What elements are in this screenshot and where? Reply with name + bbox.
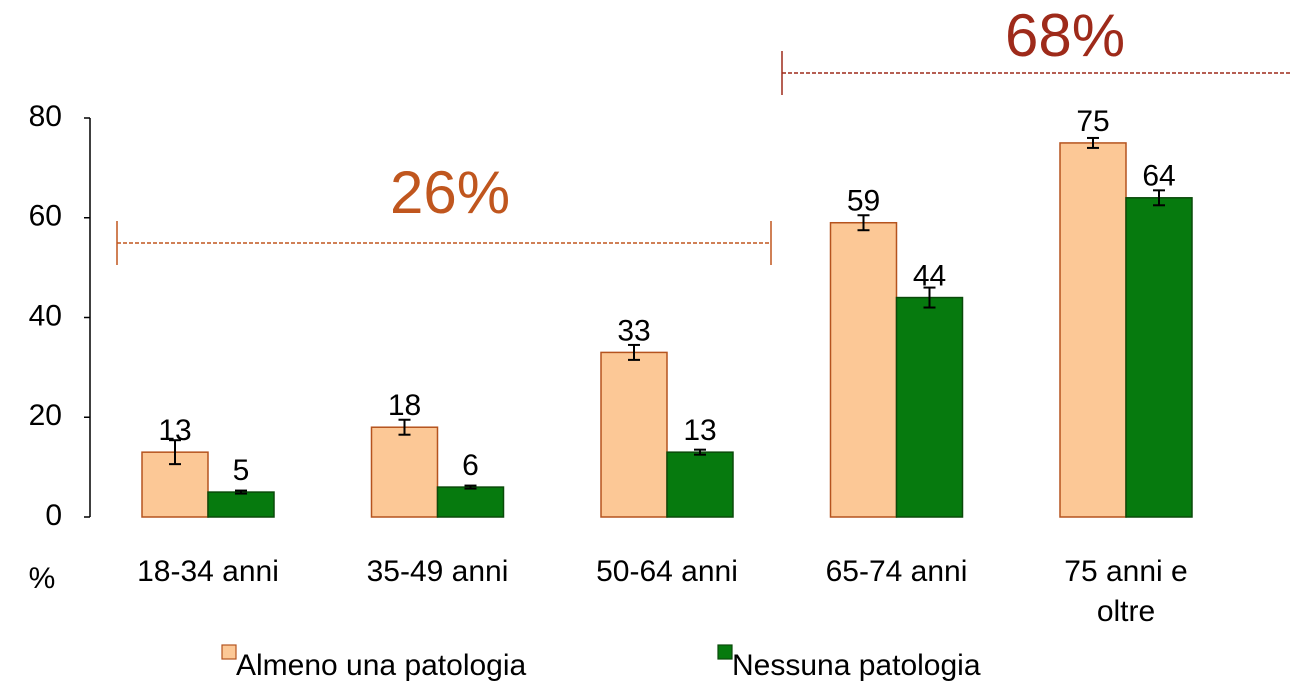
y-tick-label: 0 bbox=[45, 499, 62, 532]
error-bar bbox=[235, 489, 247, 495]
legend-swatch bbox=[717, 644, 733, 660]
data-label: 64 bbox=[1142, 160, 1175, 193]
y-tick-label: 60 bbox=[29, 200, 62, 233]
data-label: 5 bbox=[233, 454, 250, 487]
data-label: 18 bbox=[388, 389, 421, 422]
annotation: 68% bbox=[1005, 2, 1125, 69]
x-tick-label: 65-74 anni bbox=[825, 555, 968, 588]
y-axis-label: % bbox=[29, 562, 56, 595]
y-tick-label: 20 bbox=[29, 399, 62, 432]
error-bar bbox=[857, 214, 870, 232]
y-tick-label: 40 bbox=[29, 299, 62, 332]
data-label: 13 bbox=[158, 414, 191, 447]
data-label: 59 bbox=[847, 185, 880, 218]
legend-label: Nessuna patologia bbox=[732, 649, 981, 682]
bar bbox=[895, 296, 964, 518]
data-label: 33 bbox=[617, 314, 650, 347]
x-tick-label: 75 anni e oltre bbox=[1064, 555, 1188, 628]
bar bbox=[436, 486, 505, 518]
error-bar bbox=[628, 343, 640, 361]
error-bar bbox=[398, 418, 411, 436]
bar bbox=[1059, 142, 1127, 518]
bar bbox=[1125, 197, 1193, 518]
data-label: 44 bbox=[913, 259, 946, 292]
annotation: 26% bbox=[390, 159, 510, 226]
bar bbox=[207, 491, 275, 518]
x-tick-label: 35-49 anni bbox=[366, 555, 509, 588]
bar bbox=[666, 451, 734, 518]
bar bbox=[370, 426, 439, 518]
x-tick-label: 18-34 anni bbox=[137, 555, 279, 588]
error-bar bbox=[464, 484, 477, 490]
error-bar bbox=[1153, 189, 1165, 207]
bar bbox=[600, 351, 668, 518]
x-tick-label: 50-64 anni bbox=[596, 555, 738, 588]
data-label: 6 bbox=[462, 449, 479, 482]
error-bar bbox=[169, 439, 181, 466]
legend-label: Almeno una patologia bbox=[236, 649, 527, 682]
bar bbox=[829, 221, 898, 518]
error-bar bbox=[694, 448, 706, 456]
y-tick-label: 80 bbox=[29, 100, 62, 133]
error-bar bbox=[1087, 136, 1099, 149]
legend-swatch bbox=[221, 644, 237, 660]
error-bar bbox=[923, 286, 936, 309]
data-label: 75 bbox=[1076, 105, 1109, 138]
data-label: 13 bbox=[683, 414, 716, 447]
